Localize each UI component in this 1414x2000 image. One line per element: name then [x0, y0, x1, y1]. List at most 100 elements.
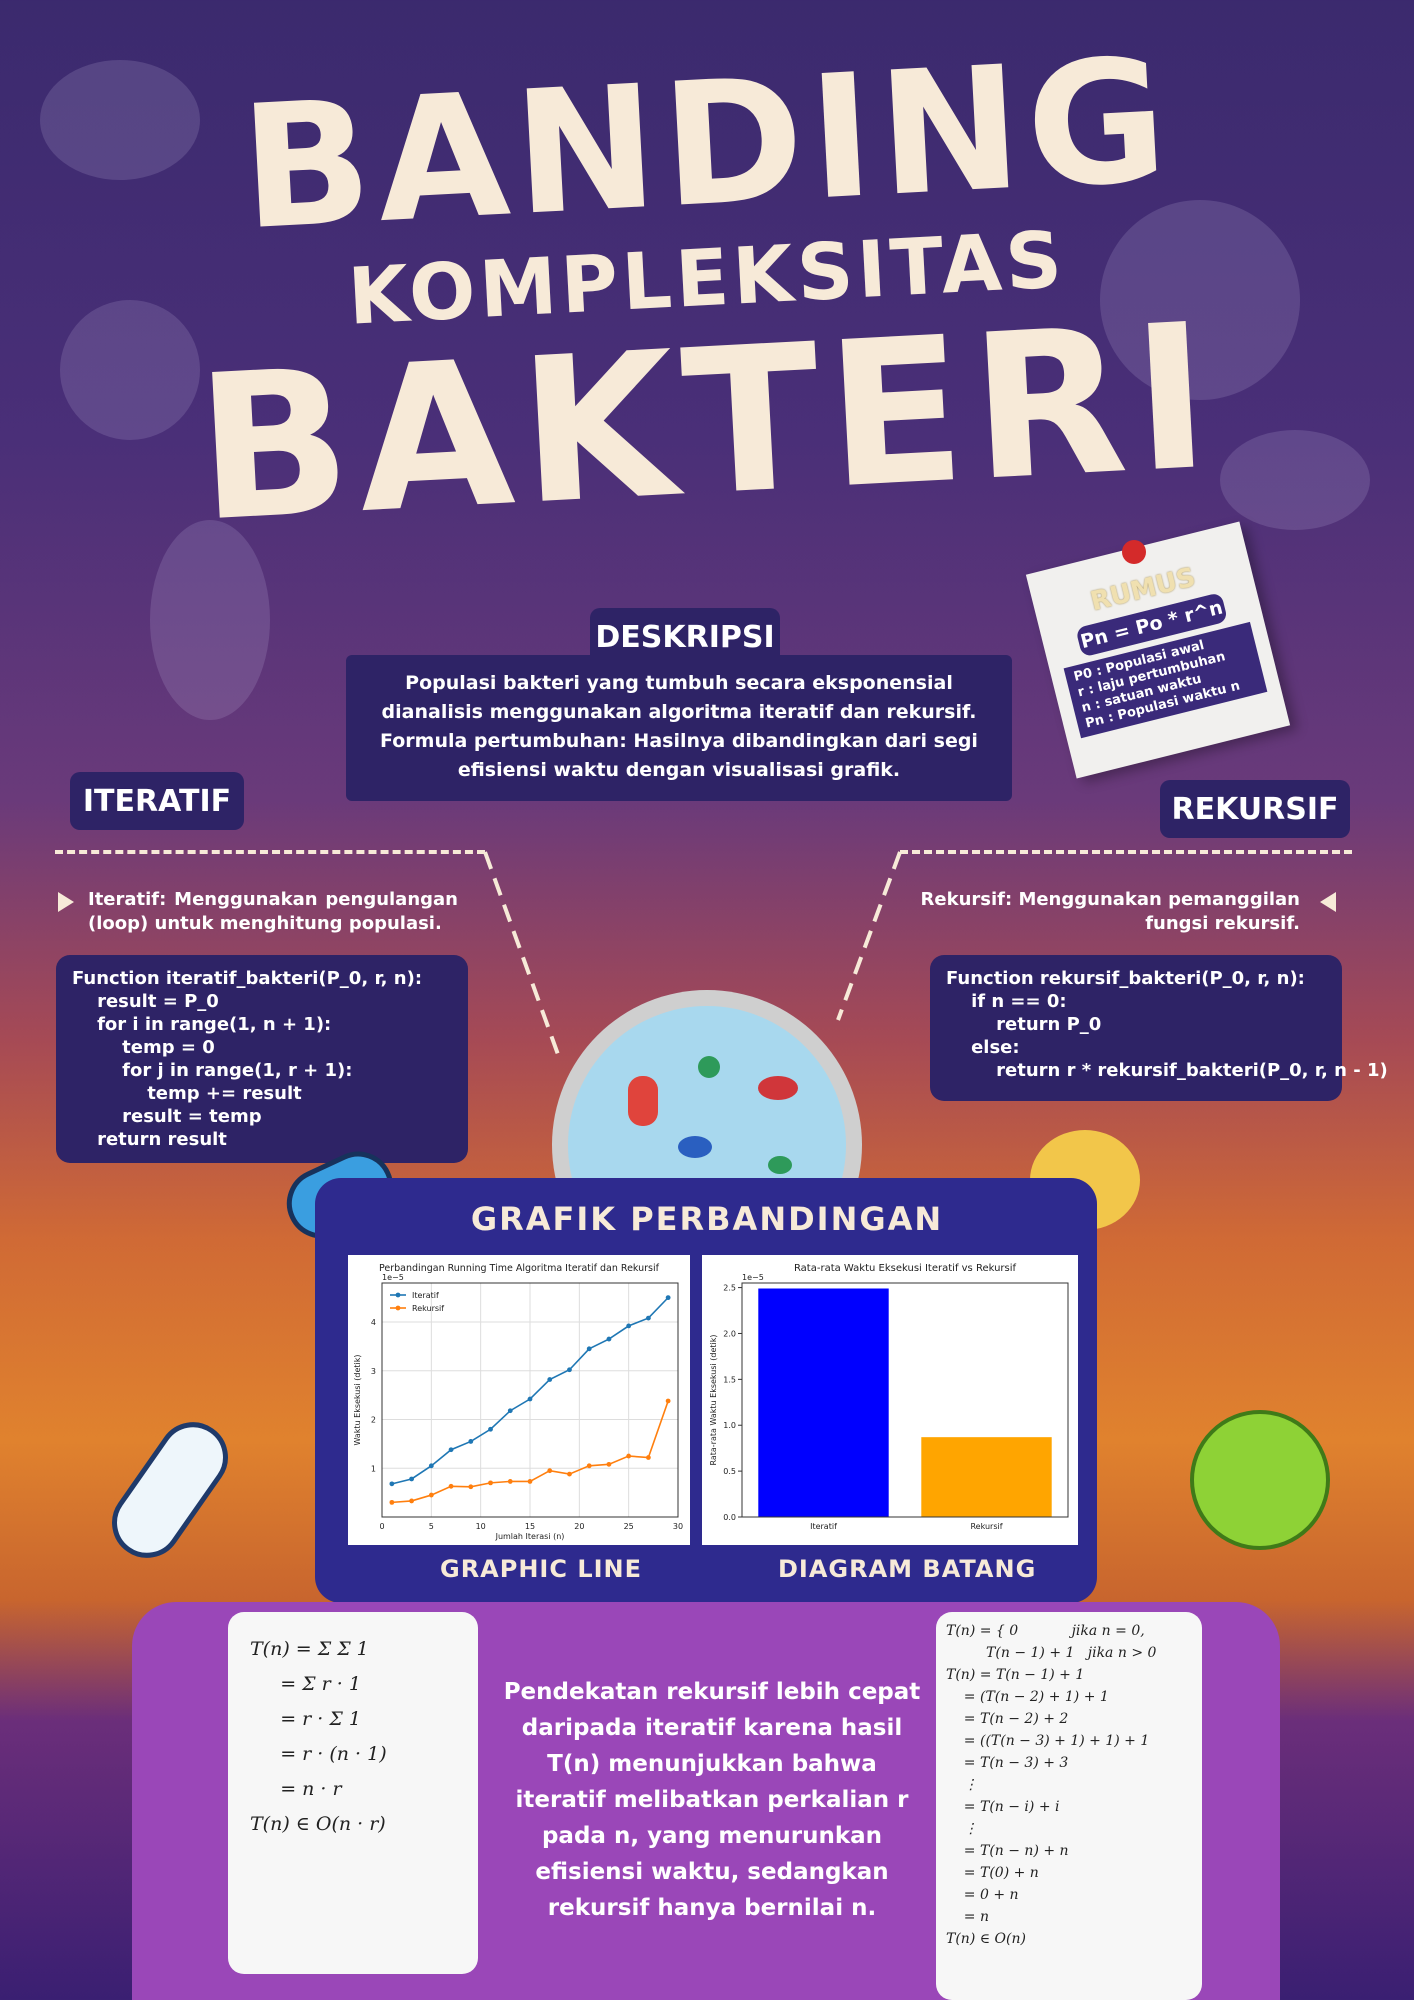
math-line: = n [946, 1909, 989, 1925]
x-tick-label: 30 [673, 1522, 683, 1531]
chart-title: Perbandingan Running Time Algoritma Iter… [379, 1263, 660, 1274]
bacteria-dot [698, 1056, 720, 1078]
bacteria-dot [758, 1076, 798, 1100]
y-tick-label: 1.5 [723, 1375, 736, 1384]
data-point [488, 1426, 493, 1432]
math-line: = T(0) + n [946, 1865, 1039, 1881]
math-line: = (T(n − 2) + 1) + 1 [946, 1689, 1109, 1705]
y-tick-label: 2 [371, 1416, 376, 1425]
legend-marker [395, 1292, 401, 1298]
bar-chart-card: Rata-rata Waktu Eksekusi Iteratif vs Rek… [702, 1255, 1078, 1545]
data-point [448, 1483, 454, 1489]
bacteria-decoration [40, 60, 200, 180]
x-tick-label: 10 [476, 1522, 486, 1531]
bacteria-dot [628, 1076, 658, 1126]
y-tick-label: 2.5 [723, 1284, 736, 1293]
data-point [646, 1455, 651, 1460]
data-point [448, 1447, 454, 1453]
x-tick-label: Rekursif [970, 1522, 1002, 1531]
y-multiplier: 1e−5 [742, 1273, 764, 1282]
math-line: = n · r [250, 1778, 342, 1800]
play-arrow-icon [58, 892, 74, 912]
math-line: T(n) ∈ O(n) [946, 1931, 1026, 1947]
math-line: = Σ r · 1 [250, 1673, 361, 1695]
math-line: T(n − 1) + 1 jika n > 0 [946, 1645, 1157, 1661]
bacteria-dot [678, 1136, 712, 1158]
data-point [626, 1323, 632, 1329]
iteratif-code: Function iteratif_bakteri(P_0, r, n): re… [56, 955, 468, 1163]
math-line: = r · Σ 1 [250, 1708, 361, 1730]
bar-chart: Rata-rata Waktu Eksekusi Iteratif vs Rek… [709, 1263, 1069, 1531]
y-axis-label: Waktu Eksekusi (detik) [353, 1354, 362, 1445]
data-point [507, 1408, 513, 1414]
data-point [665, 1295, 671, 1301]
x-tick-label: 20 [574, 1522, 584, 1531]
data-point [567, 1471, 572, 1477]
dashed-divider-left [55, 850, 485, 854]
math-line: = 0 + n [946, 1887, 1019, 1903]
data-point [527, 1396, 533, 1402]
math-line: ⋮ [946, 1777, 978, 1793]
deskripsi-text: Populasi bakteri yang tumbuh secara eksp… [346, 655, 1012, 801]
data-point [428, 1463, 434, 1469]
green-virus-icon [1190, 1410, 1330, 1550]
rekursif-code: Function rekursif_bakteri(P_0, r, n): if… [930, 955, 1388, 1101]
data-point [547, 1468, 553, 1474]
x-tick-label: 15 [525, 1522, 535, 1531]
data-point [606, 1336, 612, 1342]
data-point [626, 1453, 632, 1459]
data-point [665, 1398, 671, 1404]
data-point [389, 1481, 395, 1487]
rekursif-description: Rekursif: Menggunakan pemanggilan fungsi… [920, 889, 1300, 934]
bacteria-dot [768, 1156, 792, 1174]
iteratif-complexity-derivation: T(n) = Σ Σ 1 = Σ r · 1 = r · Σ 1 = r · (… [228, 1612, 478, 1974]
data-point [507, 1479, 513, 1484]
data-point [409, 1476, 414, 1482]
data-point [389, 1499, 395, 1505]
bar-rekursif [921, 1437, 1052, 1517]
rekursif-heading: REKURSIF [1160, 780, 1350, 838]
plot-frame [381, 1282, 679, 1518]
math-line: ⋮ [946, 1821, 978, 1837]
x-tick-label: 25 [624, 1522, 634, 1531]
x-tick-label: 0 [379, 1522, 384, 1531]
legend-label: Rekursif [412, 1304, 444, 1313]
y-axis-label: Rata-rata Waktu Eksekusi (detik) [709, 1334, 718, 1465]
math-line: T(n) = T(n − 1) + 1 [946, 1667, 1085, 1683]
reverse-arrow-icon [1320, 892, 1336, 912]
bacteria-decoration [150, 520, 270, 720]
y-tick-label: 2.0 [723, 1329, 736, 1338]
white-bacteria-icon [98, 1408, 242, 1572]
bacteria-decoration [1220, 430, 1370, 530]
plot-frame [741, 1282, 1069, 1518]
data-point [409, 1498, 414, 1504]
math-line: T(n) ∈ O(n · r) [250, 1813, 386, 1835]
data-point [646, 1315, 651, 1321]
poster-title: BANDING KOMPLEKSITAS BAKTERI [0, 22, 1414, 567]
math-line: = ((T(n − 3) + 1) + 1) + 1 [946, 1733, 1150, 1749]
x-tick-label: 5 [429, 1522, 434, 1531]
math-line: = T(n − 3) + 3 [946, 1755, 1069, 1771]
line-chart-card: Perbandingan Running Time Algoritma Iter… [348, 1255, 690, 1545]
x-tick-label: Iteratif [810, 1522, 837, 1531]
math-line: T(n) = { 0 jika n = 0, [946, 1623, 1145, 1639]
y-tick-label: 1 [371, 1464, 376, 1473]
iteratif-heading: ITERATIF [70, 772, 244, 830]
data-point [586, 1463, 592, 1469]
chart-title: Rata-rata Waktu Eksekusi Iteratif vs Rek… [794, 1263, 1017, 1274]
legend-label: Iteratif [412, 1291, 439, 1300]
bacteria-decoration [1100, 200, 1300, 400]
math-line: = r · (n · 1) [250, 1743, 387, 1765]
data-point [606, 1461, 612, 1467]
graphic-line-label: GRAPHIC LINE [440, 1555, 643, 1583]
data-point [488, 1480, 493, 1486]
math-line: T(n) = Σ Σ 1 [250, 1638, 369, 1660]
rekursif-complexity-derivation: T(n) = { 0 jika n = 0, T(n − 1) + 1 jika… [936, 1612, 1202, 2000]
data-point [468, 1439, 474, 1444]
y-tick-label: 1.0 [723, 1421, 736, 1430]
data-point [428, 1492, 434, 1498]
conclusion-text: Pendekatan rekursif lebih cepat daripada… [503, 1679, 921, 1921]
data-point [567, 1367, 572, 1373]
bar-iteratif [758, 1288, 889, 1517]
y-tick-label: 4 [371, 1318, 376, 1327]
